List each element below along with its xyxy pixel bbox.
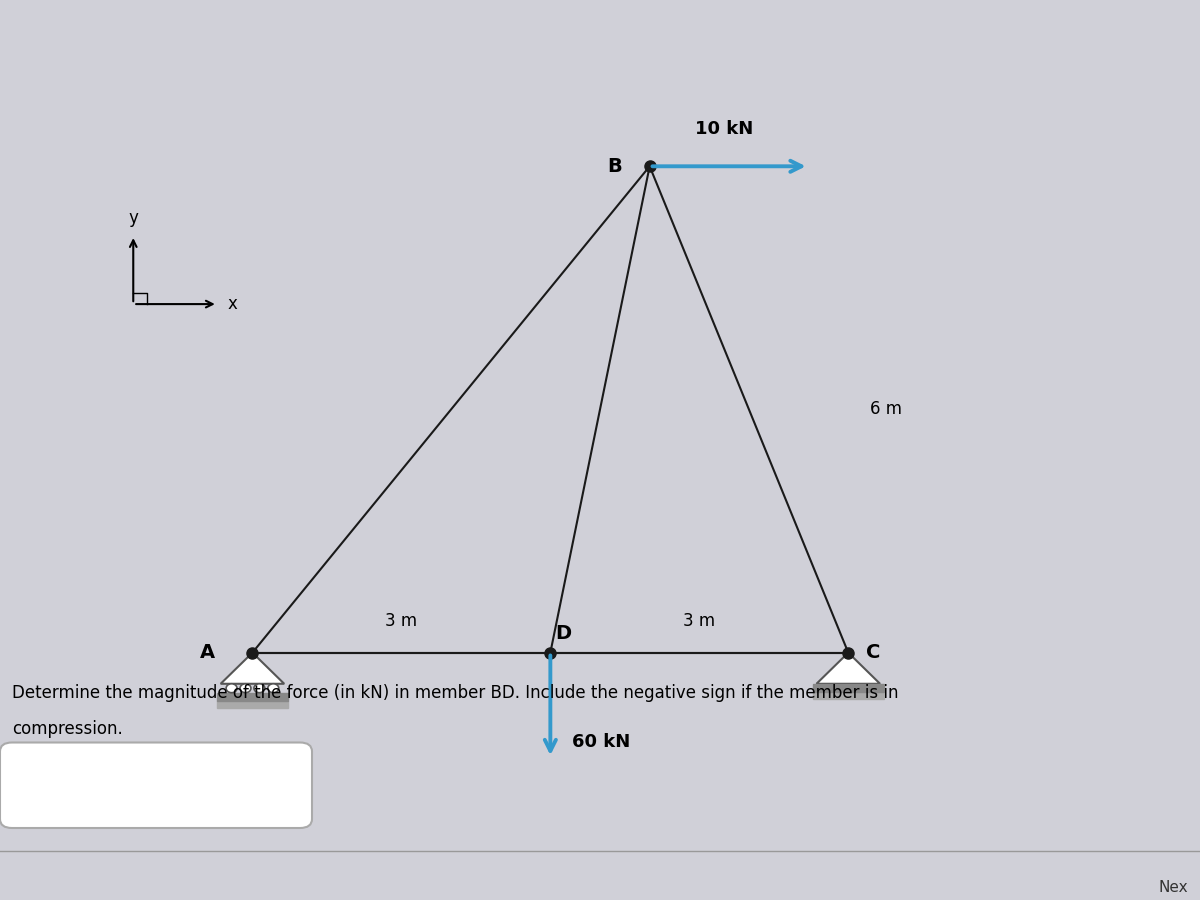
Text: 3 m: 3 m [385, 612, 418, 630]
Text: x: x [228, 295, 238, 313]
Bar [217, 701, 288, 708]
Circle shape [268, 684, 278, 693]
Polygon shape [816, 652, 880, 684]
Bar [812, 692, 884, 699]
Text: B: B [607, 157, 622, 176]
Text: C: C [866, 644, 881, 662]
Text: Determine the magnitude of the force (in kN) in member BD. Include the negative : Determine the magnitude of the force (in… [12, 684, 899, 702]
Text: D: D [556, 624, 571, 643]
Circle shape [240, 684, 251, 693]
Text: A: A [199, 644, 215, 662]
Text: y: y [128, 209, 138, 227]
Bar [812, 684, 884, 692]
Bar [217, 693, 288, 701]
Text: 60 kN: 60 kN [572, 733, 630, 751]
Circle shape [254, 684, 265, 693]
Text: 6 m: 6 m [870, 400, 902, 418]
Text: 10 kN: 10 kN [695, 120, 754, 138]
Polygon shape [221, 652, 284, 684]
Text: Nex: Nex [1158, 880, 1188, 896]
Text: 3 m: 3 m [683, 612, 715, 630]
Text: compression.: compression. [12, 720, 122, 738]
Circle shape [226, 684, 238, 693]
